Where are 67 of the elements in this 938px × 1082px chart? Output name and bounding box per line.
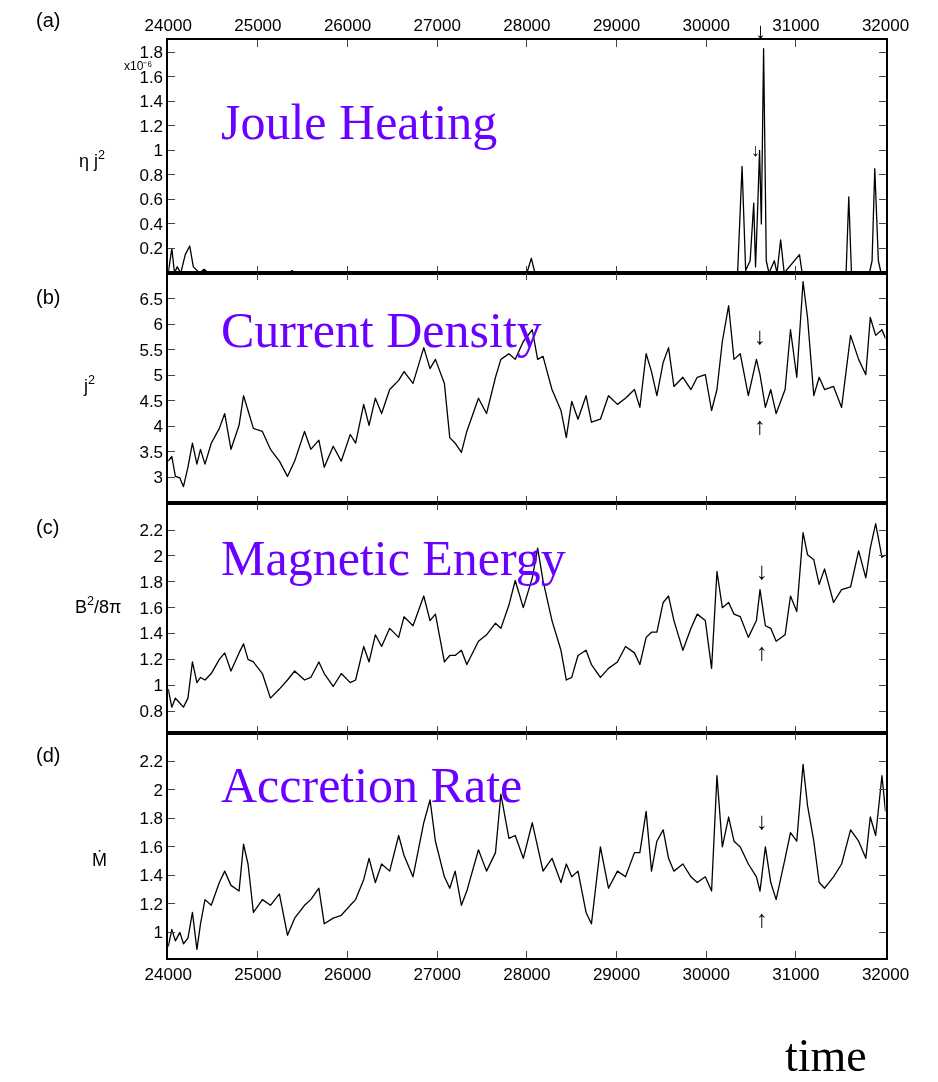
x-tick-label: 29000 bbox=[592, 16, 641, 36]
x-tick-label: 27000 bbox=[413, 965, 461, 985]
y-tick-label: 1.2 bbox=[139, 650, 164, 670]
y-tick-label: 1.6 bbox=[139, 837, 164, 857]
y-tick-label: 1 bbox=[153, 923, 164, 943]
text: Joule Heating bbox=[221, 94, 498, 150]
y-axis-title: B$^{2}$/8π bbox=[75, 594, 122, 617]
y-tick-label: 1 bbox=[153, 141, 164, 161]
y-tick-label: 0.6 bbox=[139, 190, 164, 210]
x-tick-label: 30000 bbox=[682, 16, 730, 36]
y-axis-title: Ṁ bbox=[92, 850, 107, 870]
x-tick-label: 28000 bbox=[503, 16, 551, 36]
annotation: ↑ bbox=[756, 638, 768, 665]
y-tick-label: 0.2 bbox=[139, 239, 164, 259]
y-tick-label: 4 bbox=[153, 417, 164, 437]
x-axis-title: time bbox=[785, 1030, 867, 1081]
y-tick-label: 6.5 bbox=[139, 289, 164, 309]
x-tick-label: 28000 bbox=[503, 965, 551, 985]
x-tick-label: 26000 bbox=[323, 16, 372, 36]
text: (a) bbox=[36, 9, 61, 31]
x-tick-label: 32000 bbox=[861, 965, 910, 985]
y-tick-label: 1.8 bbox=[139, 572, 164, 592]
x-tick-label: 26000 bbox=[323, 965, 372, 985]
text: (c) bbox=[36, 516, 60, 538]
annotation: ↑ bbox=[756, 905, 768, 932]
y-tick-label: 1.4 bbox=[139, 92, 164, 112]
text: (b) bbox=[36, 286, 61, 308]
x-tick-label: 30000 bbox=[682, 965, 730, 985]
y-tick-label: 1.2 bbox=[139, 894, 164, 914]
x-tick-label: 31000 bbox=[772, 16, 820, 36]
annotation: ↓ bbox=[756, 807, 768, 834]
x-tick-label: 31000 bbox=[772, 965, 820, 985]
y-tick-label: 1 bbox=[153, 676, 164, 696]
y-tick-label: 2 bbox=[153, 546, 164, 566]
x-tick-label: 25000 bbox=[234, 965, 282, 985]
x-tick-label: 27000 bbox=[413, 16, 461, 36]
y-tick-label: 1.6 bbox=[139, 598, 164, 618]
x-tick-label: 32000 bbox=[861, 16, 910, 36]
y-tick-label: 3.5 bbox=[139, 442, 164, 462]
text: Current Density bbox=[221, 302, 542, 358]
y-tick-label: 2.2 bbox=[139, 752, 164, 772]
y-tick-label: 0.8 bbox=[139, 165, 164, 185]
x-tick-label: 29000 bbox=[592, 965, 641, 985]
x-tick-label: 25000 bbox=[234, 16, 282, 36]
y-tick-label: 2 bbox=[153, 780, 164, 800]
x-tick-label: 24000 bbox=[144, 965, 192, 985]
y-tick-label: 4.5 bbox=[139, 391, 164, 411]
text: Accretion Rate bbox=[221, 757, 523, 813]
y-tick-label: 0.4 bbox=[139, 214, 164, 234]
text: (d) bbox=[36, 744, 61, 766]
y-tick-label: 0.8 bbox=[139, 701, 164, 721]
y-tick-label: 6 bbox=[153, 315, 164, 335]
annotation: ↓ bbox=[756, 557, 768, 584]
x-tick-label: 24000 bbox=[144, 16, 192, 36]
y-tick-label: 5 bbox=[153, 366, 164, 386]
annotation: ↓ bbox=[751, 140, 760, 160]
y-axis-title: η j$^{2}$ bbox=[79, 148, 106, 171]
y-tick-label: 1.4 bbox=[139, 866, 164, 886]
y-axis-title: j$^{2}$ bbox=[83, 373, 96, 396]
annotation: ↓ bbox=[754, 322, 766, 349]
annotation: ↑ bbox=[754, 412, 766, 439]
y-tick-label: 3 bbox=[153, 468, 164, 488]
y-tick-label: 5.5 bbox=[139, 340, 164, 360]
y-tick-label: 1.8 bbox=[139, 809, 164, 829]
y-tick-label: 1.4 bbox=[139, 624, 164, 644]
y-tick-label: 2.2 bbox=[139, 521, 164, 541]
y-tick-label: 1.2 bbox=[139, 116, 164, 136]
